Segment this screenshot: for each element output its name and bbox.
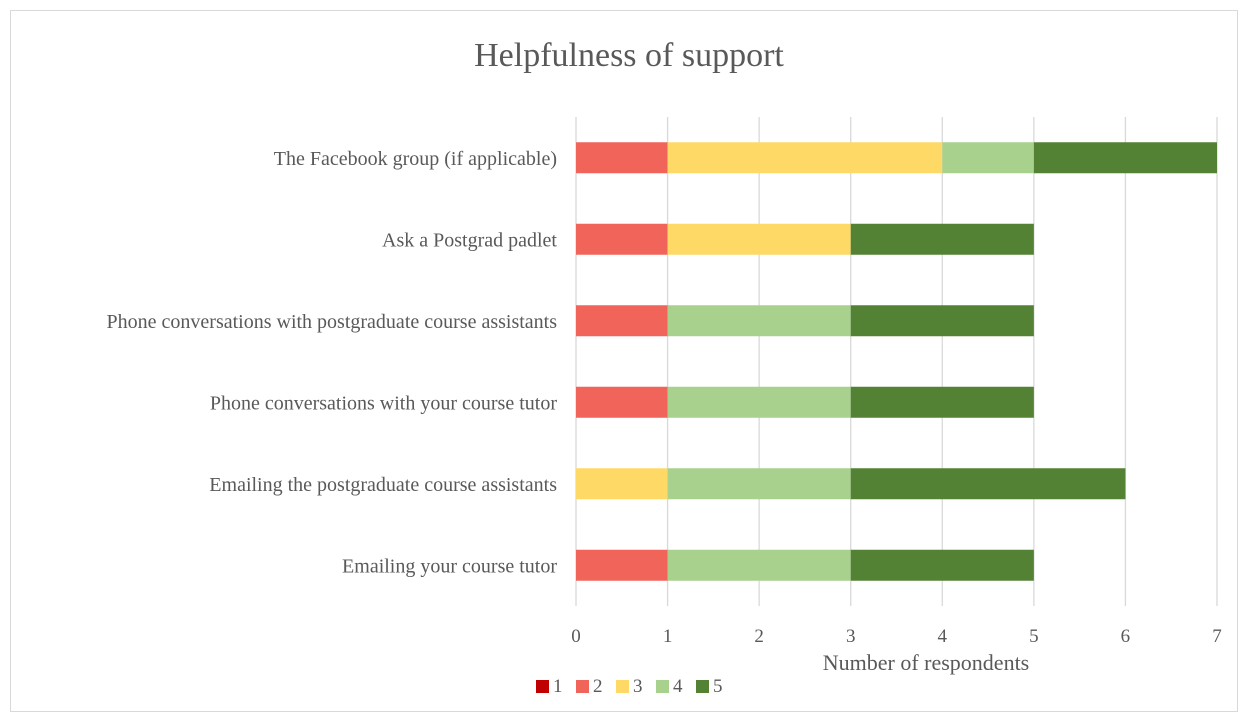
bar-segment-rating-5 (850, 305, 1034, 337)
category-label: Phone conversations with your course tut… (210, 392, 557, 414)
bar-segment-rating-2 (576, 305, 668, 337)
bar-segment-rating-2 (576, 386, 668, 418)
bar-segment-rating-2 (576, 549, 668, 581)
bar-segment-rating-4 (667, 386, 851, 418)
legend-label: 3 (633, 676, 643, 697)
category-label: Emailing the postgraduate course assista… (209, 474, 557, 496)
legend-label: 5 (713, 676, 723, 697)
bar-segment-rating-5 (850, 468, 1126, 500)
legend-label: 4 (673, 676, 683, 697)
x-tick-label: 5 (1029, 626, 1039, 647)
bars (576, 142, 1217, 581)
x-tick-label: 7 (1212, 626, 1222, 647)
category-label: Phone conversations with postgraduate co… (107, 311, 558, 333)
bar-segment-rating-4 (942, 142, 1034, 174)
chart-title: Helpfulness of support (474, 37, 784, 74)
gridlines (575, 117, 1218, 606)
bar-segment-rating-3 (576, 468, 668, 500)
x-tick-label: 6 (1121, 626, 1131, 647)
bar-segment-rating-3 (667, 223, 851, 255)
category-label: Ask a Postgrad padlet (382, 229, 557, 251)
bar-segment-rating-5 (850, 223, 1034, 255)
bar-segment-rating-5 (850, 386, 1034, 418)
legend-label: 2 (593, 676, 603, 697)
bar-segment-rating-4 (667, 549, 851, 581)
category-labels: The Facebook group (if applicable) Ask a … (107, 148, 558, 578)
x-tick-label: 3 (846, 626, 856, 647)
legend-label: 1 (553, 676, 563, 697)
bar-segment-rating-2 (576, 142, 668, 174)
bar-segment-rating-3 (667, 142, 943, 174)
bar-segment-rating-2 (576, 223, 668, 255)
bar-segment-rating-4 (667, 305, 851, 337)
legend-swatch (656, 680, 669, 693)
bar-segment-rating-4 (667, 468, 851, 500)
x-tick-label: 4 (938, 626, 948, 647)
legend: 1 2 3 4 5 (536, 676, 723, 697)
bar-segment-rating-5 (850, 549, 1034, 581)
legend-swatch (696, 680, 709, 693)
legend-swatch (536, 680, 549, 693)
x-tick-label: 1 (663, 626, 673, 647)
x-tick-labels: 0 1 2 3 4 5 6 7 (571, 626, 1222, 647)
category-label: Emailing your course tutor (342, 555, 557, 577)
x-tick-label: 0 (571, 626, 581, 647)
bar-segment-rating-5 (1033, 142, 1217, 174)
x-axis-title: Number of respondents (823, 650, 1030, 675)
legend-swatch (576, 680, 589, 693)
legend-swatch (616, 680, 629, 693)
category-label: The Facebook group (if applicable) (274, 148, 557, 170)
x-tick-label: 2 (754, 626, 764, 647)
